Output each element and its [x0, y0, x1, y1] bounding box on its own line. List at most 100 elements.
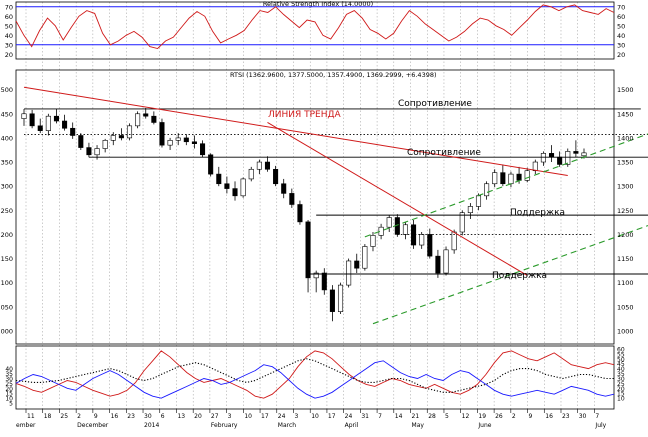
dmi-right-tick-label: 55	[617, 351, 625, 358]
channel-lower-line	[372, 225, 648, 325]
axis-layer: 2020303040405050606070701000100010501050…	[0, 3, 634, 429]
date-tick-label: 9	[529, 413, 533, 420]
rsi-right-tick-label: 50	[617, 22, 625, 30]
candle-down	[516, 173, 522, 181]
price-right-tick-label: 1150	[617, 255, 634, 263]
date-tick-label: 16	[545, 413, 553, 420]
month-label: June	[477, 422, 491, 429]
price-right-tick-label: 1100	[617, 279, 634, 287]
dmi-right-tick-label: 10	[617, 396, 625, 403]
rsi-left-tick-label: 40	[5, 32, 13, 40]
date-tick-label: 24	[345, 413, 353, 420]
candle-down	[208, 154, 214, 175]
date-tick-label: 2	[77, 413, 81, 420]
date-tick-label: 26	[495, 413, 503, 420]
month-label: 2014	[144, 422, 159, 429]
candle-up	[337, 284, 344, 312]
dmi-right-tick-label: 50	[617, 356, 625, 363]
date-tick-label: 10	[311, 413, 319, 420]
date-tick-label: 17	[261, 413, 269, 420]
candle-up	[102, 140, 108, 149]
dmi-panel-frame	[15, 345, 615, 410]
candle-down	[216, 173, 222, 185]
dmi-left-tick-label: 35	[5, 371, 13, 378]
candle-down	[435, 255, 441, 274]
candle-down	[321, 272, 327, 291]
candle-down	[411, 224, 417, 246]
price-right-tick-label: 1200	[617, 231, 634, 239]
candle-down	[78, 135, 84, 148]
candle-down	[232, 188, 238, 197]
dmi-left-tick-label: 20	[5, 386, 13, 393]
candle-down	[53, 115, 59, 122]
candle-down	[200, 143, 206, 156]
price-left-tick-label: 1350	[0, 159, 13, 167]
month-label: ember	[16, 422, 36, 429]
price-panel-header: RTSI (1362.9600, 1377.5000, 1357.4900, 1…	[230, 71, 437, 79]
date-tick-label: 18	[44, 413, 52, 420]
dmi-layer	[15, 350, 615, 399]
price-left-tick-label: 1150	[0, 255, 13, 263]
price-right-tick-label: 1300	[617, 183, 634, 191]
rsi-layer	[15, 4, 615, 49]
candle-down	[329, 289, 335, 312]
date-tick-label: 31	[361, 413, 369, 420]
date-tick-label: 17	[328, 413, 336, 420]
price-left-tick-label: 1000	[0, 327, 13, 335]
candle-down	[305, 221, 311, 279]
date-tick-label: 3	[294, 413, 298, 420]
month-label: December	[77, 422, 109, 429]
rsi-right-tick-label: 40	[617, 32, 625, 40]
channel-upper-line	[364, 133, 648, 238]
price-right-tick-label: 1450	[617, 110, 634, 118]
candle-down	[549, 153, 555, 158]
dmi-left-tick-label: 10	[5, 396, 13, 403]
dmi-right-tick-label: 15	[617, 391, 625, 398]
date-tick-label: 24	[278, 413, 286, 420]
panel-frames	[15, 1, 615, 410]
price-layer	[21, 107, 587, 322]
dmi-right-tick-label: 20	[617, 386, 625, 393]
dmi-minus-line	[15, 350, 615, 399]
candle-down	[573, 151, 579, 154]
rsi-left-tick-label: 20	[5, 51, 13, 59]
grid-layer	[25, 2, 595, 409]
candle-down	[264, 161, 271, 170]
candle-up	[402, 224, 408, 235]
date-tick-label: 19	[478, 413, 486, 420]
candle-down	[183, 137, 189, 143]
date-tick-label: 30	[144, 413, 152, 420]
price-left-tick-label: 1450	[0, 110, 13, 118]
candle-up	[126, 125, 133, 139]
price-right-tick-label: 1050	[617, 303, 634, 311]
candle-up	[524, 170, 530, 181]
date-tick-label: 23	[562, 413, 570, 420]
candle-up	[467, 206, 473, 214]
dmi-left-tick-label: 5	[9, 401, 13, 408]
dmi-right-tick-label: 25	[617, 381, 625, 388]
candle-up	[362, 246, 368, 269]
date-tick-label: 12	[462, 413, 470, 420]
candle-down	[62, 120, 68, 129]
candle-down	[29, 113, 35, 127]
candle-down	[86, 147, 92, 156]
candle-down	[297, 204, 303, 223]
candle-down	[151, 115, 157, 123]
candle-down	[143, 113, 149, 117]
date-tick-label: 3	[228, 413, 232, 420]
rsi-right-tick-label: 30	[617, 41, 625, 49]
month-label: March	[278, 422, 296, 429]
candle-up	[508, 173, 514, 185]
dmi-right-tick-label: 45	[617, 361, 625, 368]
candle-down	[500, 172, 506, 185]
rsi-left-tick-label: 70	[5, 3, 13, 11]
candle-up	[492, 172, 498, 185]
trend-line-label: ЛИНИЯ ТРЕНДА	[268, 110, 342, 120]
long-trend-line	[23, 86, 568, 177]
candle-up	[94, 148, 100, 156]
dmi-right-tick-label: 35	[617, 371, 625, 378]
candle-up	[248, 168, 254, 180]
resistance-mid-label: Сопротивление	[407, 148, 481, 158]
adx-dotted-line	[15, 358, 614, 393]
